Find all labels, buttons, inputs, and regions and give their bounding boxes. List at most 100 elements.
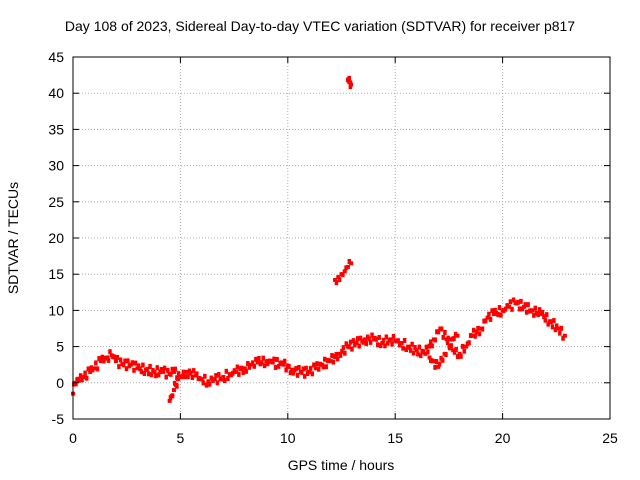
series-SDTVAR-excursion — [333, 75, 354, 286]
data-point — [167, 398, 172, 403]
data-point — [316, 366, 321, 372]
data-point — [337, 277, 342, 283]
data-point — [328, 359, 333, 364]
data-point — [348, 80, 353, 85]
data-point — [377, 334, 381, 340]
data-point — [399, 340, 404, 345]
data-point — [467, 340, 471, 346]
data-point — [361, 339, 366, 345]
data-point — [330, 353, 334, 359]
data-point — [338, 352, 343, 358]
data-point — [508, 299, 513, 305]
data-point — [410, 341, 414, 347]
data-point — [408, 347, 413, 353]
data-point — [207, 381, 212, 387]
data-point — [358, 335, 363, 341]
data-point — [95, 366, 100, 372]
data-point — [250, 360, 255, 366]
data-point — [477, 331, 482, 337]
data-point — [108, 349, 112, 355]
data-point — [307, 369, 312, 374]
data-point — [471, 327, 476, 333]
data-point — [254, 356, 258, 362]
data-point — [433, 337, 437, 343]
data-point — [155, 365, 159, 371]
data-point — [524, 309, 529, 315]
data-point — [302, 373, 307, 379]
data-point — [203, 373, 207, 379]
data-point — [348, 339, 353, 345]
data-point — [146, 371, 151, 377]
data-point — [78, 373, 83, 379]
data-point — [476, 325, 480, 331]
data-point — [171, 369, 176, 374]
data-point — [439, 326, 444, 332]
data-point — [454, 346, 458, 352]
data-point — [130, 360, 135, 366]
data-point — [170, 393, 175, 399]
data-point — [342, 269, 347, 274]
data-point — [470, 333, 475, 338]
data-point — [550, 324, 555, 330]
data-point — [427, 343, 432, 349]
data-point — [378, 343, 383, 349]
data-point — [204, 382, 209, 388]
data-point — [431, 359, 436, 364]
data-point — [436, 329, 441, 335]
data-point — [411, 350, 416, 356]
data-point — [154, 373, 158, 379]
data-point — [221, 375, 226, 380]
data-point — [133, 360, 138, 366]
data-point — [321, 364, 326, 370]
data-point — [132, 367, 136, 373]
y-tick-label: 35 — [48, 121, 64, 137]
data-point — [139, 369, 144, 375]
data-point — [241, 370, 245, 376]
data-point — [181, 369, 186, 375]
data-point — [532, 312, 536, 318]
data-point — [83, 370, 87, 376]
data-point — [164, 374, 168, 380]
data-point — [86, 366, 91, 372]
data-point — [88, 369, 93, 374]
data-point — [281, 362, 286, 367]
data-point — [206, 379, 211, 384]
data-point — [117, 364, 121, 370]
data-point — [445, 340, 450, 346]
data-point — [217, 372, 221, 378]
data-point — [288, 370, 293, 376]
data-point — [112, 354, 117, 360]
data-point — [462, 348, 466, 354]
data-point — [343, 350, 347, 356]
data-point — [523, 302, 528, 308]
data-point — [186, 374, 190, 380]
data-point — [272, 356, 276, 362]
data-point — [427, 355, 432, 360]
data-point — [324, 364, 328, 370]
data-point — [413, 345, 417, 351]
data-point — [297, 364, 301, 370]
data-point — [349, 82, 354, 87]
data-point — [235, 364, 240, 370]
data-point — [183, 374, 187, 380]
data-point — [460, 343, 465, 349]
data-point — [77, 378, 82, 383]
data-point — [429, 339, 433, 345]
data-point — [92, 366, 97, 371]
data-point — [312, 362, 316, 368]
x-tick-label: 20 — [495, 430, 511, 446]
data-point — [492, 312, 497, 317]
data-point — [118, 357, 123, 363]
x-tick-label: 5 — [177, 430, 185, 446]
data-point — [260, 360, 264, 366]
data-point — [388, 337, 393, 342]
data-point — [520, 306, 525, 312]
data-point — [295, 372, 300, 378]
data-point — [282, 358, 287, 364]
data-point — [156, 372, 161, 378]
data-point — [170, 366, 175, 372]
data-point — [247, 364, 252, 370]
y-tick-label: 40 — [48, 85, 64, 101]
data-point — [257, 355, 261, 361]
data-point — [121, 362, 126, 368]
